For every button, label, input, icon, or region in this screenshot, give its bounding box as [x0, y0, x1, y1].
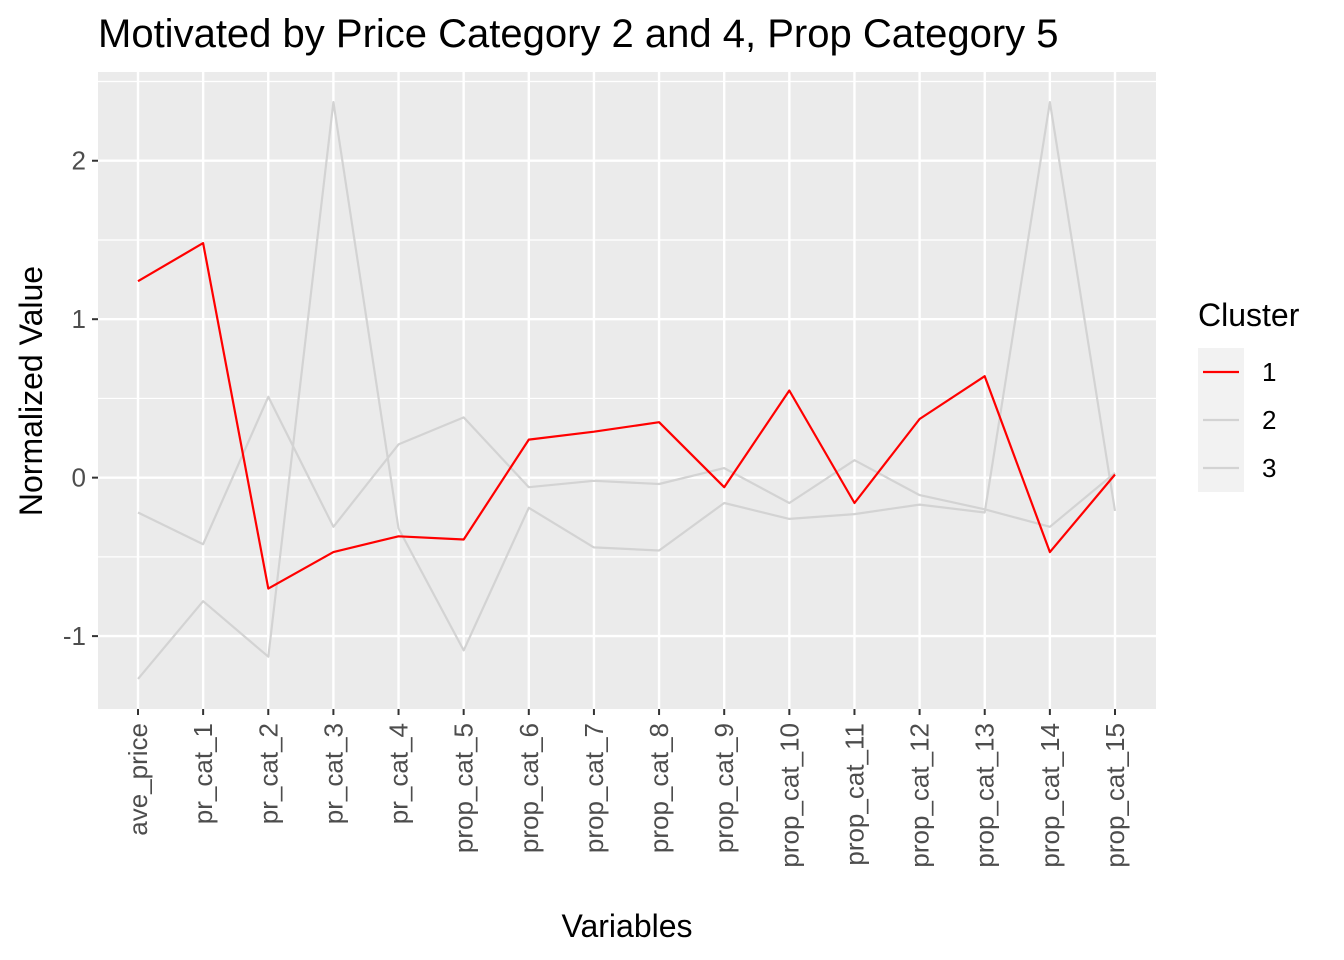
x-tick-label: ave_price	[123, 723, 153, 836]
x-tick-label: prop_cat_8	[644, 723, 674, 853]
x-tick-label: prop_cat_11	[839, 723, 869, 866]
x-tick-label: prop_cat_5	[449, 723, 479, 853]
x-tick-label: pr_cat_3	[318, 723, 348, 824]
x-tick-label: prop_cat_14	[1035, 723, 1065, 868]
x-axis-title: Variables	[561, 908, 692, 944]
series-lines	[137, 100, 1117, 680]
x-tick-label: pr_cat_1	[188, 723, 218, 824]
gridlines	[98, 72, 1156, 709]
legend-label: 1	[1262, 357, 1276, 387]
series-line-cluster-1	[137, 242, 1116, 590]
legend-label: 2	[1262, 405, 1276, 435]
chart-title: Motivated by Price Category 2 and 4, Pro…	[98, 12, 1059, 56]
legend-label: 3	[1262, 453, 1276, 483]
x-tick-label: prop_cat_6	[514, 723, 544, 853]
legend: Cluster 1 2 3	[1198, 297, 1300, 492]
y-axis: -1 0 1 2	[63, 146, 98, 651]
x-tick-label: prop_cat_7	[579, 723, 609, 853]
legend-title: Cluster	[1198, 297, 1300, 333]
x-tick-label: prop_cat_13	[970, 723, 1000, 868]
x-tick-label: prop_cat_12	[905, 723, 935, 868]
x-tick-label: pr_cat_2	[253, 723, 283, 824]
series-line-cluster-3	[137, 100, 1117, 680]
y-tick-label: 0	[72, 463, 86, 493]
x-tick-label: prop_cat_10	[774, 723, 804, 868]
x-axis: ave_price pr_cat_1 pr_cat_2 pr_cat_3 pr_cat_…	[123, 709, 1130, 868]
plot-panel	[98, 72, 1156, 709]
x-tick-label: prop_cat_15	[1100, 723, 1130, 868]
y-tick-label: -1	[63, 621, 86, 651]
y-tick-label: 2	[72, 146, 86, 176]
x-tick-label: prop_cat_9	[709, 723, 739, 853]
x-tick-label: pr_cat_4	[384, 723, 414, 824]
y-axis-title: Normalized Value	[13, 266, 49, 516]
y-tick-label: 1	[72, 304, 86, 334]
series-line-cluster-2	[137, 395, 1116, 546]
